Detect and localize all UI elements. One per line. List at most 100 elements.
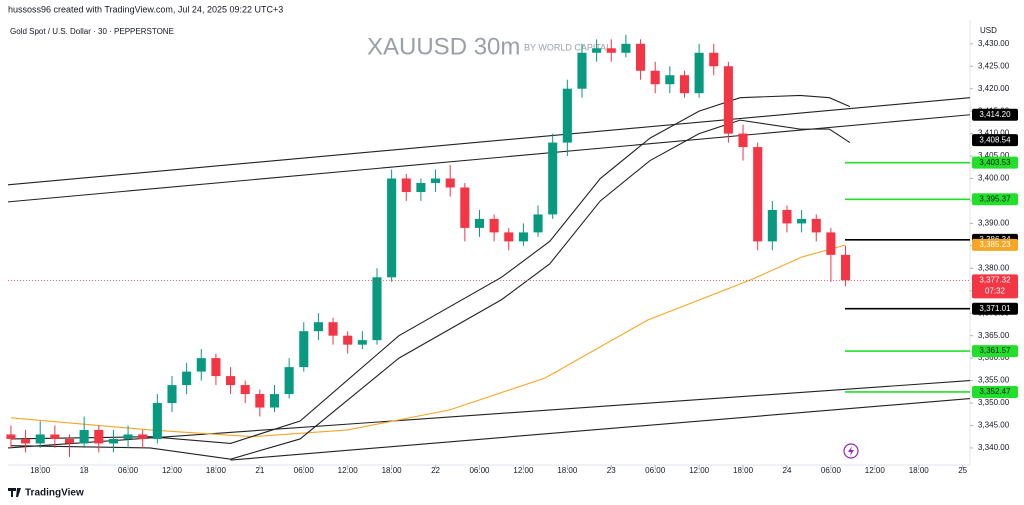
price-tag	[972, 302, 1018, 315]
x-tick-label: 12:00	[338, 466, 359, 475]
candle-body	[138, 434, 148, 439]
y-tick-label: 3,410.00	[978, 129, 1010, 138]
x-tick-label: 25	[958, 466, 967, 475]
x-tick-label: 12:00	[865, 466, 886, 475]
y-tick-label: 3,340.00	[978, 443, 1010, 452]
candle-body	[445, 178, 455, 188]
candle-body	[738, 133, 748, 148]
x-tick-label: 06:00	[118, 466, 139, 475]
x-tick-label: 23	[607, 466, 616, 475]
candle-body	[284, 367, 294, 395]
y-tick-label: 3,350.00	[978, 398, 1010, 407]
plot-area: 3,340.00 3,345.00 3,350.00 3,355.00 3,360.00…	[6, 34, 1018, 475]
price-tag	[972, 238, 1018, 251]
price-tag-label: 3,371.01	[979, 304, 1011, 313]
candle-body	[152, 403, 162, 439]
candle-body	[372, 277, 382, 341]
x-tick-label: 18:00	[557, 466, 578, 475]
candle-body	[269, 394, 280, 408]
price-tag	[972, 134, 1018, 147]
candle-body	[694, 52, 704, 94]
candle-body	[343, 335, 353, 345]
price-tag-label: 3,385.23	[979, 240, 1011, 249]
price-tag	[972, 193, 1018, 206]
watermark-sub: BY WORLD CAPITAL	[524, 42, 611, 52]
y-tick-label: 3,360.00	[978, 353, 1010, 362]
candle-body	[196, 358, 206, 372]
candle-body	[474, 218, 485, 228]
candle-body	[35, 434, 45, 444]
candle-body	[621, 43, 631, 53]
candle-body	[665, 75, 675, 85]
x-tick-label: 06:00	[645, 466, 666, 475]
candle-body	[592, 48, 602, 53]
x-tick-label: 21	[255, 466, 264, 475]
x-tick-label: 18	[80, 466, 89, 475]
price-tag-label: 3,414.20	[979, 110, 1011, 119]
candle-body	[299, 331, 309, 368]
candle-body	[431, 178, 441, 184]
candle-body	[753, 147, 763, 242]
brand-logo	[8, 488, 21, 497]
candle-body	[679, 75, 690, 94]
candle-body	[240, 385, 250, 395]
x-tick-label: 06:00	[821, 466, 842, 475]
candle-body	[811, 218, 821, 233]
price-tag-label: 3,361.57	[979, 346, 1011, 355]
x-tick-label: 24	[783, 466, 792, 475]
price-tag	[972, 108, 1018, 121]
candle-body	[167, 385, 177, 404]
candle-body	[79, 429, 89, 444]
y-tick-label: 3,400.00	[978, 174, 1010, 183]
price-tag-label: 3,352.47	[979, 387, 1011, 396]
candle-body	[211, 358, 221, 377]
price-tag-label: 3,403.53	[979, 158, 1011, 167]
x-tick-label: 18:00	[206, 466, 227, 475]
candle-body	[21, 438, 31, 444]
candle-body	[226, 376, 236, 386]
moving-average	[10, 119, 851, 460]
candle-body	[504, 232, 514, 242]
moving-average	[10, 244, 846, 438]
candle-body	[518, 232, 528, 242]
countdown: 07:32	[985, 286, 1006, 295]
moving-average	[10, 94, 851, 445]
y-tick-label: 3,355.00	[978, 376, 1010, 385]
x-tick-label: 18:00	[909, 466, 930, 475]
price-tag	[972, 274, 1018, 299]
candle-body	[64, 438, 75, 444]
candle-body	[533, 214, 543, 233]
candle-body	[709, 52, 719, 67]
y-tick-label: 3,430.00	[978, 39, 1010, 48]
candle-body	[6, 434, 16, 439]
alert-icon[interactable]	[843, 443, 859, 459]
x-tick-label: 12:00	[689, 466, 710, 475]
x-tick-label: 06:00	[469, 466, 490, 475]
candle-body	[313, 322, 323, 332]
candle-body	[562, 88, 572, 143]
trendline	[230, 397, 971, 461]
candle-body	[797, 218, 807, 224]
y-tick-label: 3,380.00	[978, 263, 1010, 272]
alert-bolt	[848, 446, 854, 456]
candle-body	[123, 434, 133, 439]
candle-body	[548, 142, 558, 215]
price-tag	[972, 385, 1018, 398]
x-tick-label: 12:00	[162, 466, 183, 475]
candle-body	[50, 434, 60, 439]
candle-body	[357, 340, 367, 345]
candle-body	[826, 232, 836, 255]
y-tick-label: 3,425.00	[978, 61, 1010, 70]
price-tag-label: 3,408.54	[979, 135, 1011, 144]
candle-body	[650, 70, 660, 85]
candle-body	[636, 43, 646, 71]
x-tick-label: 22	[431, 466, 440, 475]
watermark: XAUUSD 30m	[367, 33, 520, 60]
price-tag	[972, 345, 1018, 358]
candle-body	[94, 429, 104, 444]
x-tick-label: 18:00	[382, 466, 403, 475]
candle-body	[460, 187, 470, 228]
candle-body	[108, 438, 118, 444]
